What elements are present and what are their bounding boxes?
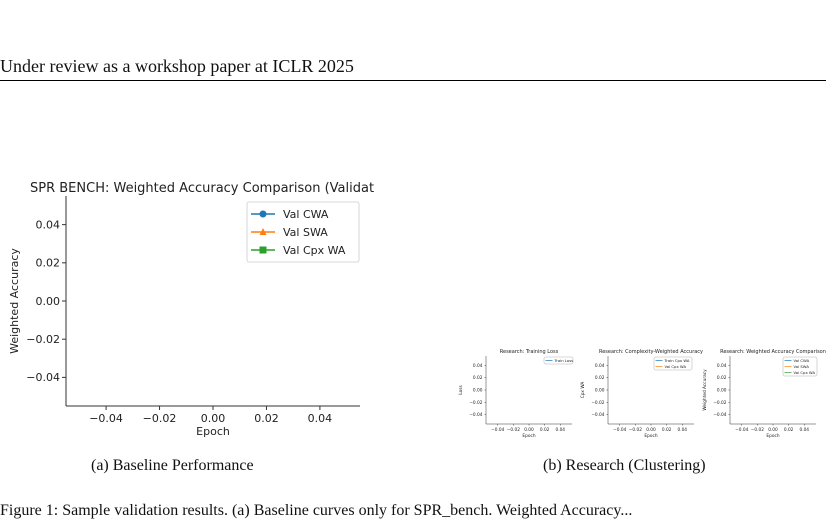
caption-a: (a) Baseline Performance — [91, 457, 254, 474]
chart-title: SPR BENCH: Weighted Accuracy Comparison … — [30, 181, 374, 196]
legend-marker — [259, 210, 267, 218]
x-tick-label: 0.04 — [308, 412, 333, 425]
y-tick-label: 0.02 — [36, 257, 61, 270]
y-tick-label: −0.04 — [26, 371, 60, 384]
legend-label: Val SWA — [283, 226, 328, 239]
x-tick-label: −0.02 — [751, 427, 764, 433]
legend-label: Val Cpx WA — [665, 364, 687, 369]
legend-box — [246, 201, 360, 263]
x-tick-label: 0.04 — [555, 427, 565, 433]
legend-box — [543, 356, 574, 365]
y-tick-label: 0.02 — [717, 375, 727, 381]
x-tick-label: 0.02 — [254, 412, 279, 425]
figure-caption: Figure 1: Sample validation results. (a)… — [0, 502, 633, 519]
x-tick-label: 0.02 — [662, 427, 672, 433]
y-tick-label: −0.02 — [591, 400, 604, 406]
y-tick-label: 0.04 — [36, 218, 61, 231]
chart-title: Research: Complexity-Weighted Accuracy — [599, 349, 703, 355]
x-tick-label: −0.02 — [629, 427, 642, 433]
legend-label: Val CWA — [794, 358, 810, 363]
x-tick-label: 0.02 — [540, 427, 550, 433]
chart-title: Research: Weighted Accuracy Comparison — [720, 349, 826, 355]
caption-b: (b) Research (Clustering) — [543, 457, 706, 474]
legend-box — [782, 356, 818, 377]
x-axis-label: Epoch — [644, 433, 657, 439]
research-loss-chart: Research: Training Loss−0.04 −0.02 0.00 0.0… — [458, 349, 574, 439]
x-tick-label: 0.00 — [201, 412, 226, 425]
x-tick-label: 0.02 — [784, 427, 794, 433]
x-axis-label: Epoch — [766, 433, 779, 439]
legend-box — [653, 356, 693, 371]
y-tick-label: −0.02 — [713, 400, 726, 406]
research-wa-chart: Research: Weighted Accuracy Comparison −0… — [702, 349, 826, 439]
y-tick-label: 0.04 — [473, 363, 483, 369]
y-tick-label: 0.04 — [717, 363, 727, 369]
x-tick-label: 0.00 — [524, 427, 534, 433]
y-axis-label: Cpx WA — [580, 382, 586, 399]
legend-label: Val Cpx WA — [283, 244, 346, 257]
x-tick-label: −0.04 — [735, 427, 748, 433]
x-tick-label: −0.02 — [507, 427, 520, 433]
legend-label: Train Loss — [554, 358, 574, 363]
x-tick-label: 0.00 — [768, 427, 778, 433]
y-tick-label: 0.04 — [595, 363, 605, 369]
x-tick-label: 0.04 — [677, 427, 687, 433]
x-axis-label: Epoch — [196, 425, 230, 438]
legend: Train Loss — [543, 356, 574, 365]
header-rule — [0, 80, 826, 81]
y-axis-label: Weighted Accuracy — [8, 248, 21, 354]
legend-label: Train Cpx WA — [664, 358, 690, 363]
y-tick-label: −0.04 — [591, 412, 604, 418]
x-tick-label: −0.04 — [491, 427, 504, 433]
legend-label: Val SWA — [794, 364, 810, 369]
y-tick-label: 0.00 — [473, 388, 483, 394]
x-axis-label: Epoch — [522, 433, 535, 439]
x-tick-label: 0.00 — [646, 427, 656, 433]
legend-label: Val CWA — [283, 208, 329, 221]
y-tick-label: −0.02 — [469, 400, 482, 406]
legend-marker — [259, 246, 267, 254]
x-tick-label: −0.02 — [143, 412, 177, 425]
y-tick-label: −0.04 — [469, 412, 482, 418]
chart-title: Research: Training Loss — [500, 349, 559, 355]
research-cpx-chart: Research: Complexity-Weighted Accuracy −0… — [580, 349, 703, 439]
page-header: Under review as a workshop paper at ICLR… — [0, 56, 354, 76]
y-axis-label: Loss — [458, 385, 464, 395]
legend-label: Val Cpx WA — [794, 370, 816, 375]
baseline-chart: SPR BENCH: Weighted Accuracy Comparison … — [8, 181, 374, 438]
y-tick-label: −0.02 — [26, 333, 60, 346]
y-tick-label: 0.00 — [595, 388, 605, 394]
x-tick-label: 0.04 — [799, 427, 809, 433]
y-tick-label: −0.04 — [713, 412, 726, 418]
legend-marker — [259, 228, 267, 235]
y-axis-label: Weighted Accuracy — [702, 369, 708, 411]
y-tick-label: 0.00 — [717, 388, 727, 394]
x-tick-label: −0.04 — [89, 412, 123, 425]
y-tick-label: 0.00 — [36, 295, 61, 308]
x-tick-label: −0.04 — [613, 427, 626, 433]
y-tick-label: 0.02 — [473, 375, 483, 381]
legend: Val CWA Val SWA Val Cpx WA — [246, 201, 360, 263]
y-tick-label: 0.02 — [595, 375, 605, 381]
